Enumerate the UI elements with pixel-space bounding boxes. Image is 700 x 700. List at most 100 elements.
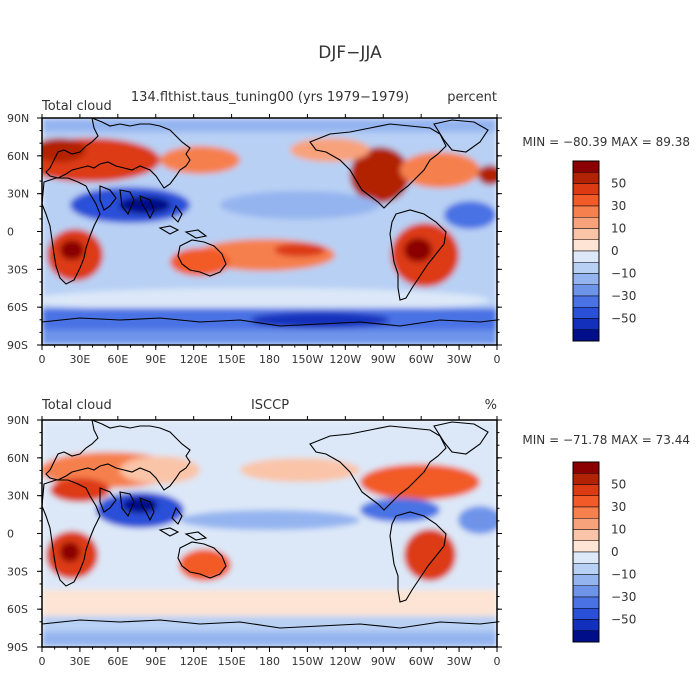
x-tick-label: 90W [371, 353, 396, 366]
panel-top-right-title: percent [447, 90, 497, 105]
y-tick-label: 90N [7, 414, 29, 427]
y-tick-label: 60N [7, 150, 29, 163]
panel-top-left-title: Total cloud [41, 99, 112, 114]
x-tick-label: 30W [447, 655, 472, 668]
colorbar-swatch [572, 217, 600, 229]
x-tick-label: 60W [409, 655, 434, 668]
colorbar-label: −50 [611, 312, 636, 326]
colorbar-swatch [572, 473, 600, 485]
x-tick-label: 150W [291, 655, 323, 668]
colorbar-label: 0 [611, 545, 619, 559]
colorbar-label: −10 [611, 267, 636, 281]
colorbar-swatch [572, 262, 600, 274]
colorbar-label: −30 [611, 590, 636, 604]
y-tick-label: 60S [7, 603, 28, 616]
panel-bottom-stats: MIN = −71.78 MAX = 73.44 [522, 433, 690, 447]
y-tick-label: 30S [7, 263, 28, 276]
x-tick-label: 0 [39, 655, 46, 668]
panel-bottom-center-title: ISCCP [251, 398, 289, 413]
y-tick-label: 60S [7, 301, 28, 314]
ticks-top [37, 114, 502, 350]
colorbar-swatch [572, 585, 600, 598]
colorbar-swatch [572, 273, 600, 285]
colorbar-label: −10 [611, 568, 636, 582]
colorbar-swatch [572, 551, 600, 564]
colorbar-label: 10 [611, 523, 626, 537]
colorbar-swatch [572, 318, 600, 330]
y-tick-label: 90N [7, 112, 29, 125]
colorbar-swatch [572, 630, 600, 643]
colorbar-bottom: 50 30 10 0 −10 −30 −50 [572, 461, 636, 643]
x-tick-label: 180 [259, 655, 280, 668]
colorbar-swatch [572, 506, 600, 519]
colorbar-swatch [572, 250, 600, 263]
colorbar-swatch [572, 194, 600, 207]
y-tick-label: 60N [7, 452, 29, 465]
colorbar-swatch [572, 239, 600, 252]
colorbar-swatch [572, 574, 600, 586]
colorbar-swatch [572, 529, 600, 541]
y-tick-label: 90S [7, 641, 28, 654]
colorbar-swatch [572, 518, 600, 530]
x-tick-label: 120E [180, 353, 208, 366]
x-tick-label: 30E [69, 353, 90, 366]
colorbar-label: −30 [611, 289, 636, 303]
x-tick-label: 150E [218, 655, 246, 668]
x-tick-label: 120W [329, 655, 361, 668]
x-tick-label: 150W [291, 353, 323, 366]
x-tick-label: 0 [494, 655, 501, 668]
x-tick-label: 120W [329, 353, 361, 366]
colorbar-swatch [572, 183, 600, 195]
colorbar-swatch [572, 295, 600, 308]
colorbar-swatch [572, 495, 600, 508]
map-bottom [42, 420, 497, 647]
figure-title: DJF−JJA [318, 43, 382, 63]
y-tick-label: 90S [7, 339, 28, 352]
panel-bottom-right-title: % [485, 398, 497, 413]
map-top [42, 118, 497, 345]
y-tick-label: 0 [7, 226, 14, 239]
x-tick-label: 90W [371, 655, 396, 668]
colorbar-label: 10 [611, 222, 626, 236]
x-tick-label: 90E [145, 353, 166, 366]
panel-bottom: Total cloud ISCCP % MIN = −71.78 MAX = 7… [37, 398, 690, 652]
y-tick-label: 30N [7, 490, 29, 503]
panel-top-stats: MIN = −80.39 MAX = 89.38 [522, 135, 690, 149]
colorbar-swatch [572, 228, 600, 240]
x-tick-label: 90E [145, 655, 166, 668]
x-tick-label: 0 [494, 353, 501, 366]
x-tick-label: 60W [409, 353, 434, 366]
colorbar-top: 50 30 10 0 −10 −30 −50 [572, 160, 636, 342]
colorbar-swatch [572, 540, 600, 553]
colorbar-frame [572, 160, 600, 342]
colorbar-frame [572, 461, 600, 643]
colorbar-swatch [572, 160, 600, 173]
x-tick-label: 150E [218, 353, 246, 366]
x-tick-label: 60E [107, 353, 128, 366]
colorbar-label: 30 [611, 500, 626, 514]
colorbar-swatch [572, 307, 600, 319]
colorbar-swatch [572, 596, 600, 609]
y-tick-label: 30N [7, 188, 29, 201]
ticks-bottom [37, 416, 502, 652]
colorbar-label: −50 [611, 613, 636, 627]
colorbar-swatch [572, 461, 600, 474]
colorbar-swatch [572, 484, 600, 496]
x-tick-label: 180 [259, 353, 280, 366]
colorbar-swatch [572, 619, 600, 631]
colorbar-swatch [572, 608, 600, 620]
panel-bottom-left-title: Total cloud [41, 398, 112, 413]
panel-top: Total cloud 134.flthist.taus_tuning00 (y… [37, 90, 690, 350]
y-tick-label: 0 [7, 528, 14, 541]
colorbar-swatch [572, 172, 600, 184]
colorbar-swatch [572, 205, 600, 218]
panel-top-center-title: 134.flthist.taus_tuning00 (yrs 1979−1979… [131, 90, 409, 105]
x-tick-label: 30E [69, 655, 90, 668]
x-tick-label: 60E [107, 655, 128, 668]
colorbar-label: 0 [611, 244, 619, 258]
y-tick-label: 30S [7, 565, 28, 578]
colorbar-swatch [572, 329, 600, 342]
x-tick-label: 120E [180, 655, 208, 668]
x-tick-label: 30W [447, 353, 472, 366]
